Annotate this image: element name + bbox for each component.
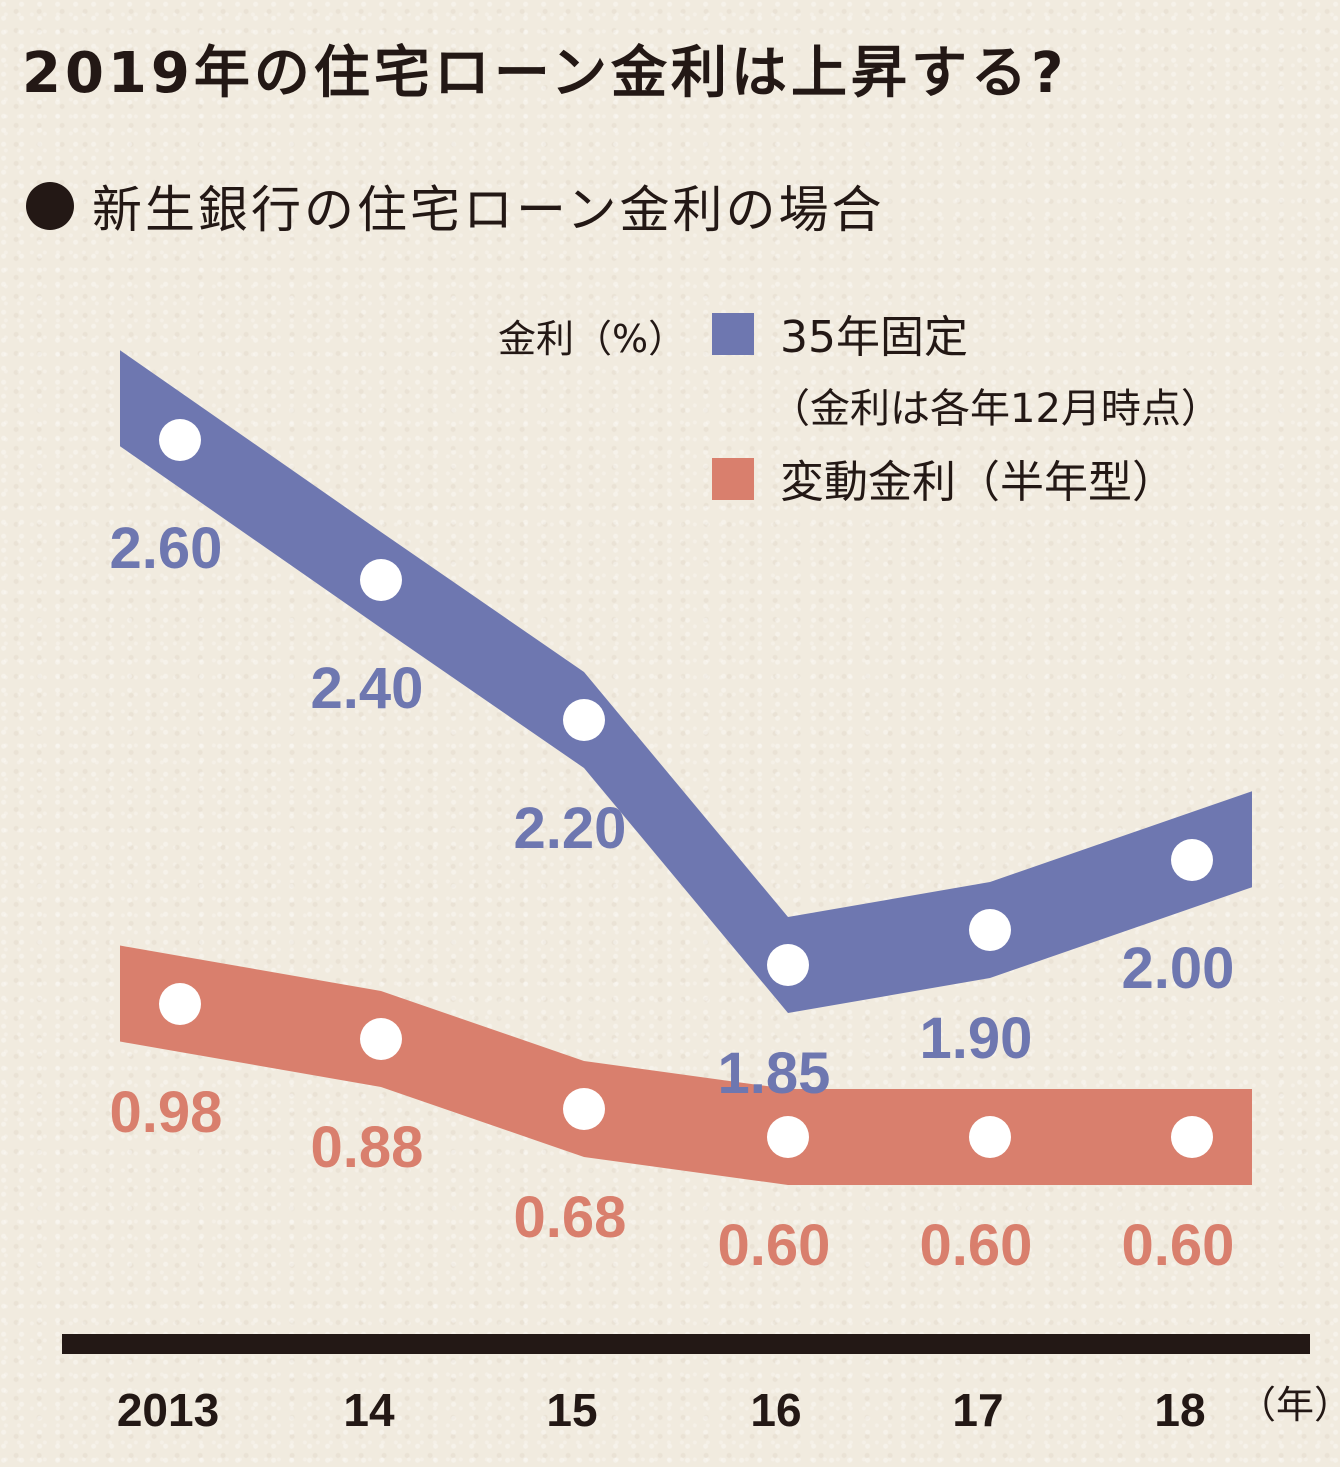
- data-label: 2.20: [514, 796, 627, 861]
- data-label: 1.85: [718, 1041, 831, 1106]
- y-axis-label: 金利（%）: [498, 317, 686, 361]
- data-label: 0.60: [920, 1213, 1033, 1278]
- legend-swatch-variable: [712, 458, 754, 500]
- x-tick-label: 17: [952, 1384, 1003, 1436]
- bullet-icon: [26, 182, 74, 230]
- series-bands: [120, 350, 1252, 1185]
- chart-subtitle: 新生銀行の住宅ローン金利の場合: [26, 170, 885, 242]
- data-label: 0.60: [1122, 1213, 1235, 1278]
- data-label: 2.40: [311, 656, 424, 721]
- data-point: [1171, 1116, 1213, 1158]
- data-point: [969, 1116, 1011, 1158]
- x-axis-unit: （年）: [1238, 1383, 1340, 1427]
- legend-swatch-fixed: [712, 313, 754, 355]
- series-band-variable: [120, 945, 1252, 1185]
- x-tick-label: 15: [546, 1384, 597, 1436]
- x-tick-label: 16: [750, 1384, 801, 1436]
- data-label: 0.60: [718, 1213, 831, 1278]
- data-label: 1.90: [920, 1006, 1033, 1071]
- data-point: [1171, 839, 1213, 881]
- series-band-fixed: [120, 350, 1252, 1013]
- chart-title: 2019年の住宅ローン金利は上昇する?: [22, 41, 1068, 106]
- legend: 金利（%） 35年固定 （金利は各年12月時点） 変動金利（半年型）: [498, 312, 1221, 508]
- data-label: 2.00: [1122, 936, 1235, 1001]
- data-label: 0.98: [110, 1080, 223, 1145]
- data-point: [360, 1018, 402, 1060]
- legend-note-fixed: （金利は各年12月時点）: [770, 386, 1221, 432]
- x-axis-line: [62, 1334, 1310, 1354]
- data-point: [159, 419, 201, 461]
- data-point: [969, 909, 1011, 951]
- data-label: 0.68: [514, 1185, 627, 1250]
- data-point: [159, 983, 201, 1025]
- legend-label-variable: 変動金利（半年型）: [780, 457, 1176, 508]
- data-point: [563, 699, 605, 741]
- x-tick-label: 2013: [117, 1384, 219, 1436]
- data-points: [159, 419, 1213, 1158]
- data-point: [563, 1088, 605, 1130]
- data-point: [767, 944, 809, 986]
- data-point: [360, 559, 402, 601]
- legend-label-fixed: 35年固定: [780, 312, 968, 363]
- data-label: 2.60: [110, 516, 223, 581]
- x-tick-label: 14: [343, 1384, 395, 1436]
- data-label: 0.88: [311, 1115, 424, 1180]
- x-axis-ticks: 2013 14 15 16 17 18: [117, 1384, 1206, 1436]
- subtitle-text: 新生銀行の住宅ローン金利の場合: [92, 181, 885, 239]
- data-point: [767, 1116, 809, 1158]
- data-labels: 2.60 2.40 2.20 1.85 1.90 2.00 0.98 0.88 0.68 0.60…: [110, 516, 1235, 1278]
- x-tick-label: 18: [1154, 1384, 1205, 1436]
